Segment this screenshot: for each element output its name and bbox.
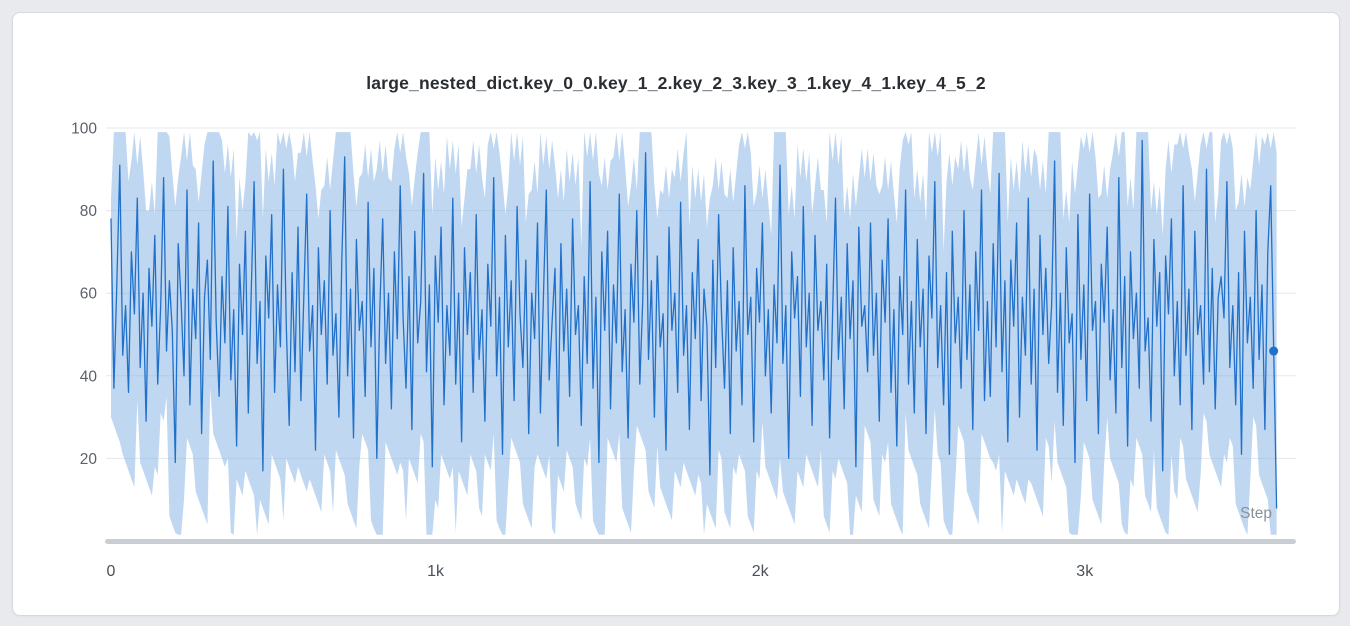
metric-panel: large_nested_dict.key_0_0.key_1_2.key_2_… xyxy=(12,12,1340,616)
series-minmax-band xyxy=(111,132,1277,535)
x-axis-bar xyxy=(105,539,1296,544)
y-tick-label: 40 xyxy=(80,368,98,385)
series-line xyxy=(110,139,1278,509)
end-point-marker xyxy=(1269,346,1279,356)
y-tick-label: 60 xyxy=(80,286,98,303)
x-tick-label: 0 xyxy=(107,563,116,580)
axis-layer: 0 1k 2k 3k xyxy=(105,346,1296,580)
series-layer xyxy=(110,132,1278,535)
metric-chart[interactable]: 20 40 60 80 100 0 1k 2k 3k Step xyxy=(23,116,1329,598)
x-tick-label: 3k xyxy=(1076,563,1094,580)
y-tick-label: 20 xyxy=(80,451,98,468)
metric-chart-svg[interactable]: 20 40 60 80 100 0 1k 2k 3k Step xyxy=(23,116,1329,598)
y-tick-label: 100 xyxy=(71,121,97,138)
x-axis-label: Step xyxy=(1240,505,1272,522)
x-tick-label: 1k xyxy=(427,563,445,580)
y-tick-label: 80 xyxy=(80,203,98,220)
x-tick-label: 2k xyxy=(752,563,770,580)
panel-title: large_nested_dict.key_0_0.key_1_2.key_2_… xyxy=(366,73,986,93)
